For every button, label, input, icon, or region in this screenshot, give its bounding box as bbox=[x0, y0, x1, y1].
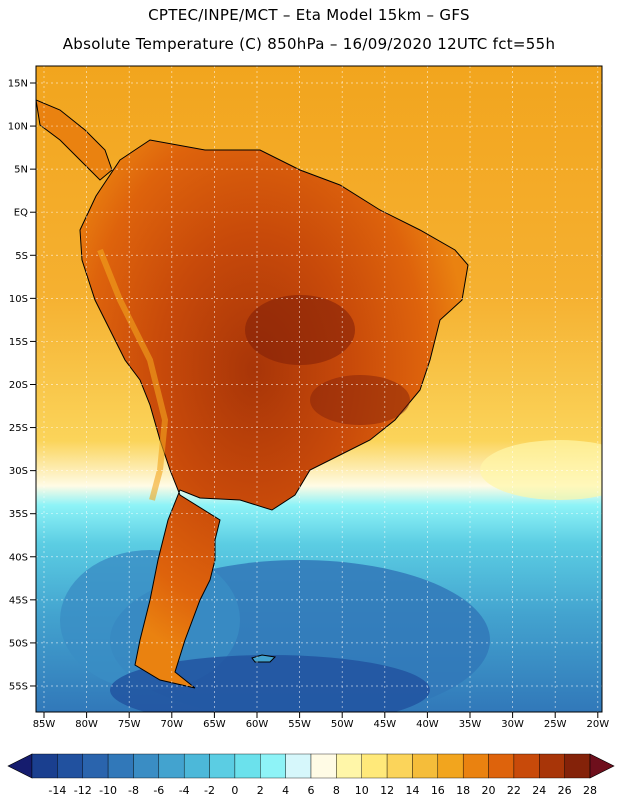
colorbar-swatch bbox=[260, 753, 286, 779]
colorbar: -14 -12 -10 -8 -6 -4 -2 0 2 4 6 8 10 12 14 16 18 20 22 24 26… bbox=[7, 753, 615, 797]
colorbar-swatch bbox=[57, 753, 83, 779]
colorbar-label: 16 bbox=[431, 784, 445, 797]
lon-label: 85W bbox=[33, 719, 56, 730]
falkland-islands bbox=[251, 654, 277, 663]
colorbar-label: -8 bbox=[128, 784, 139, 797]
colorbar-swatch bbox=[310, 753, 337, 779]
lat-label: 30S bbox=[9, 466, 28, 477]
lon-label: 35W bbox=[459, 719, 482, 730]
colorbar-label: -12 bbox=[74, 784, 92, 797]
lon-label: 50W bbox=[331, 719, 354, 730]
colorbar-swatch bbox=[437, 753, 464, 779]
colorbar-label: -6 bbox=[153, 784, 164, 797]
colorbar-swatch bbox=[183, 753, 210, 779]
colorbar-label: 10 bbox=[355, 784, 369, 797]
lon-label: 60W bbox=[246, 719, 269, 730]
colorbar-label: 26 bbox=[558, 784, 572, 797]
colorbar-label: 2 bbox=[257, 784, 264, 797]
colorbar-swatch bbox=[107, 753, 134, 779]
map-title-line-1: CPTEC/INPE/MCT – Eta Model 15km – GFS bbox=[148, 6, 470, 24]
lon-label: 45W bbox=[373, 719, 396, 730]
colorbar-label: 8 bbox=[333, 784, 340, 797]
lat-label: 15S bbox=[9, 337, 28, 348]
map-frame bbox=[35, 65, 603, 713]
colorbar-swatch bbox=[386, 753, 413, 779]
colorbar-label: -10 bbox=[99, 784, 117, 797]
colorbar-swatch bbox=[82, 753, 109, 779]
colorbar-swatch bbox=[539, 753, 565, 779]
lon-label: 70W bbox=[160, 719, 183, 730]
colorbar-label: 28 bbox=[583, 784, 597, 797]
colorbar-swatch bbox=[488, 753, 515, 779]
lat-label: 40S bbox=[9, 552, 28, 563]
lat-label: 45S bbox=[9, 595, 28, 606]
colorbar-label: 4 bbox=[282, 784, 289, 797]
colorbar-swatch bbox=[31, 753, 58, 779]
latitude-labels: 15N 10N 5N EQ 5S 10S 15S 20S 25S 30S 35S 40S 45S 50S 5… bbox=[8, 79, 36, 692]
colorbar-swatch bbox=[209, 753, 236, 779]
map-title-line-2: Absolute Temperature (C) 850hPa – 16/09/… bbox=[62, 35, 556, 53]
colorbar-swatch bbox=[462, 753, 489, 779]
lat-label: 15N bbox=[8, 79, 28, 90]
lat-label: 5S bbox=[15, 251, 28, 262]
heat-core bbox=[245, 295, 355, 365]
lon-label: 55W bbox=[288, 719, 311, 730]
lat-label: 10N bbox=[8, 122, 28, 133]
colorbar-swatch bbox=[361, 753, 388, 779]
colorbar-swatch bbox=[285, 753, 312, 779]
colorbar-swatch bbox=[513, 753, 540, 779]
colorbar-label: 14 bbox=[405, 784, 419, 797]
colorbar-label: -4 bbox=[179, 784, 190, 797]
colorbar-swatch bbox=[412, 753, 439, 779]
lat-label: 55S bbox=[9, 681, 28, 692]
lat-label: 25S bbox=[9, 423, 28, 434]
lat-label: 10S bbox=[9, 294, 28, 305]
lon-label: 75W bbox=[118, 719, 141, 730]
lon-label: 40W bbox=[416, 719, 439, 730]
colorbar-swatch bbox=[336, 753, 362, 779]
colorbar-label: -14 bbox=[48, 784, 66, 797]
colorbar-label: 12 bbox=[380, 784, 394, 797]
lat-label: 20S bbox=[9, 380, 28, 391]
colorbar-swatch bbox=[234, 753, 261, 779]
colorbar-label: 22 bbox=[507, 784, 521, 797]
colorbar-arrow-right bbox=[589, 753, 615, 779]
lat-label: 50S bbox=[9, 638, 28, 649]
lon-label: 30W bbox=[501, 719, 524, 730]
lat-label: 35S bbox=[9, 509, 28, 520]
colorbar-label: 0 bbox=[231, 784, 238, 797]
colorbar-label: 24 bbox=[532, 784, 546, 797]
lon-label: 80W bbox=[75, 719, 98, 730]
colorbar-swatch bbox=[158, 753, 185, 779]
colorbar-arrow-left bbox=[7, 753, 33, 779]
lon-label: 25W bbox=[544, 719, 567, 730]
lon-label: 65W bbox=[203, 719, 226, 730]
lat-label: 5N bbox=[14, 165, 28, 176]
colorbar-label: 20 bbox=[482, 784, 496, 797]
colorbar-label: 6 bbox=[308, 784, 315, 797]
central-america-land bbox=[36, 99, 113, 181]
colorbar-label: -2 bbox=[204, 784, 215, 797]
lon-label: 20W bbox=[586, 719, 609, 730]
colorbar-swatch bbox=[133, 753, 160, 779]
lat-lon-gridlines bbox=[36, 66, 602, 712]
colorbar-swatch bbox=[564, 753, 591, 779]
lat-label: EQ bbox=[14, 208, 28, 219]
colorbar-label: 18 bbox=[456, 784, 470, 797]
longitude-labels: 85W 80W 75W 70W 65W 60W 55W 50W 45W 40W 35W 30W 25W 2… bbox=[33, 712, 609, 730]
